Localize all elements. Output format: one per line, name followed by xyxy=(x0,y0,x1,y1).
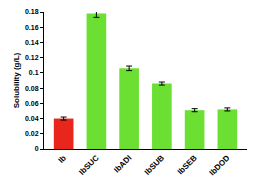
svg-text:0.14: 0.14 xyxy=(25,39,39,46)
svg-text:IbSUB: IbSUB xyxy=(143,153,166,176)
svg-text:0.06: 0.06 xyxy=(25,100,39,107)
svg-text:Ib: Ib xyxy=(57,153,68,164)
svg-text:0.08: 0.08 xyxy=(25,85,39,92)
svg-text:IbSUC: IbSUC xyxy=(77,153,100,176)
svg-text:0.02: 0.02 xyxy=(25,130,39,137)
svg-text:0.16: 0.16 xyxy=(25,24,39,31)
svg-text:IbDOD: IbDOD xyxy=(208,153,232,177)
svg-text:0.04: 0.04 xyxy=(25,115,39,122)
svg-text:0.18: 0.18 xyxy=(25,8,39,15)
svg-text:IbADI: IbADI xyxy=(112,153,133,174)
svg-text:IbSEB: IbSEB xyxy=(176,153,199,176)
svg-text:Solubility (g/L): Solubility (g/L) xyxy=(12,52,21,108)
svg-text:0: 0 xyxy=(35,145,39,152)
svg-text:0.1: 0.1 xyxy=(29,69,39,76)
svg-text:0.12: 0.12 xyxy=(25,54,39,61)
